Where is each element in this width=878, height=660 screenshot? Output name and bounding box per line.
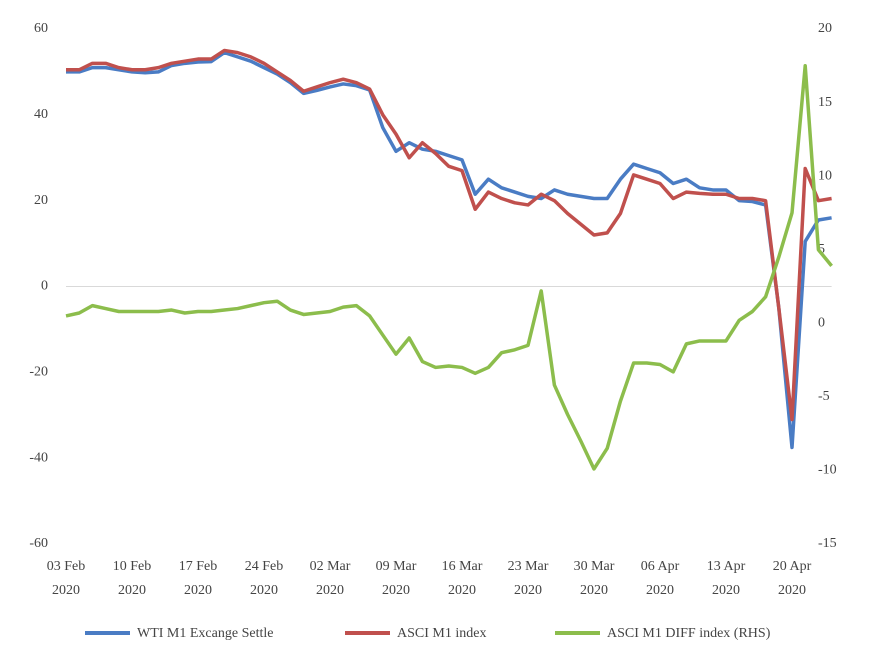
x-tick-label: 13 Apr 2020 [706,559,746,598]
legend-label: WTI M1 Excange Settle [137,626,273,641]
x-tick-label: 30 Mar 2020 [573,559,615,598]
x-tick-label: 23 Mar 2020 [507,559,549,598]
x-tick-label: 09 Mar 2020 [375,559,417,598]
x-tick-label: 20 Apr 2020 [772,559,812,598]
y2-tick-label: -5 [818,389,830,404]
y-tick-label: -20 [29,365,48,380]
y-tick-label: 20 [34,193,48,208]
legend-label: ASCI M1 index [397,626,486,641]
x-tick-label: 02 Mar 2020 [309,559,351,598]
y-tick-label: 60 [34,21,48,36]
y-tick-label: -60 [29,536,48,551]
legend-label: ASCI M1 DIFF index (RHS) [607,626,771,641]
x-tick-label: 17 Feb 2020 [178,559,218,598]
y-tick-label: 40 [34,107,48,122]
x-tick-label: 06 Apr 2020 [640,559,680,598]
y2-tick-label: 15 [818,95,832,110]
y2-tick-label: -10 [818,463,837,478]
y2-tick-label: 20 [818,21,832,36]
x-tick-label: 10 Feb 2020 [112,559,152,598]
x-tick-label: 16 Mar 2020 [441,559,483,598]
series-line [66,50,832,450]
series-line [65,64,833,471]
x-tick-label: 24 Feb 2020 [244,559,284,598]
y2-tick-label: -15 [818,536,837,551]
y2-tick-label: 5 [818,242,825,257]
y2-tick-label: 0 [818,316,825,331]
x-tick-label: 03 Feb 2020 [46,559,86,598]
y2-tick-label: 10 [818,168,832,183]
y-tick-label: 0 [41,279,48,294]
series-line [66,48,832,422]
y-tick-label: -40 [29,450,48,465]
